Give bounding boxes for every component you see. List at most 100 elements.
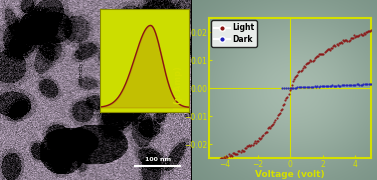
Point xyxy=(355,83,361,86)
Point xyxy=(316,85,322,88)
Point xyxy=(232,153,238,156)
Point xyxy=(335,43,341,46)
Point xyxy=(365,83,371,86)
Point xyxy=(290,86,296,89)
Point xyxy=(293,86,299,89)
Point xyxy=(244,145,250,148)
Point xyxy=(243,146,249,149)
Point xyxy=(303,63,309,66)
Point xyxy=(283,87,289,90)
Point xyxy=(334,43,340,46)
Point xyxy=(368,82,374,85)
Point xyxy=(346,39,352,42)
Point xyxy=(309,85,315,88)
Point xyxy=(302,65,308,68)
Point xyxy=(363,30,369,33)
Point xyxy=(281,87,287,90)
Point xyxy=(254,140,260,143)
Point xyxy=(252,140,258,143)
Point xyxy=(284,96,290,99)
Point xyxy=(294,86,300,89)
Point xyxy=(324,85,330,88)
Point xyxy=(292,76,298,79)
Point xyxy=(248,144,254,147)
Point xyxy=(358,84,364,86)
Point xyxy=(300,86,306,89)
Point xyxy=(274,116,280,119)
Point xyxy=(313,56,319,59)
Point xyxy=(222,156,228,159)
Point xyxy=(287,87,293,89)
Point xyxy=(241,150,247,153)
Point xyxy=(206,159,212,162)
Point xyxy=(336,84,342,87)
Point xyxy=(266,126,272,129)
Point xyxy=(361,32,367,35)
Point xyxy=(258,136,264,139)
Point xyxy=(293,75,299,78)
Point xyxy=(210,160,216,163)
Point xyxy=(320,53,326,56)
Point xyxy=(307,86,313,89)
Point xyxy=(304,62,310,64)
Point xyxy=(326,84,333,87)
Point xyxy=(269,123,275,126)
Point xyxy=(303,86,310,88)
Point xyxy=(316,53,322,56)
Point xyxy=(308,85,314,88)
Point xyxy=(251,141,257,144)
Point xyxy=(234,153,240,156)
Point xyxy=(329,47,335,50)
Point xyxy=(281,102,287,105)
Point xyxy=(327,48,333,51)
Point xyxy=(250,143,256,146)
Point xyxy=(261,133,267,136)
Point xyxy=(257,138,263,140)
Point xyxy=(340,39,346,42)
Point xyxy=(312,57,318,60)
Point xyxy=(228,154,234,156)
Point xyxy=(301,64,307,67)
Point xyxy=(351,34,357,37)
Point xyxy=(344,84,350,87)
Point xyxy=(366,82,372,85)
Point xyxy=(239,148,245,151)
Point xyxy=(288,86,294,89)
Point xyxy=(230,152,236,155)
Point xyxy=(247,144,253,147)
Point xyxy=(362,32,368,35)
Point xyxy=(212,160,218,163)
Point xyxy=(224,155,230,158)
Point xyxy=(271,120,277,123)
Point xyxy=(280,103,286,106)
Point xyxy=(220,158,226,161)
Point xyxy=(317,52,323,55)
Point xyxy=(223,154,229,157)
Point xyxy=(333,84,339,87)
Point xyxy=(299,68,305,71)
Point xyxy=(329,84,335,87)
Point xyxy=(297,86,303,89)
Point xyxy=(284,96,290,99)
Point xyxy=(246,144,252,147)
Point xyxy=(335,84,341,87)
Point xyxy=(321,85,327,88)
Point xyxy=(354,83,360,86)
Point xyxy=(318,52,324,55)
Point xyxy=(270,123,276,126)
Point xyxy=(345,84,351,86)
Point xyxy=(264,131,270,134)
Point xyxy=(273,119,279,122)
Point xyxy=(359,83,365,86)
Point xyxy=(342,83,348,86)
Point xyxy=(325,48,331,51)
Point xyxy=(350,37,356,39)
Point xyxy=(289,87,295,89)
Point xyxy=(360,83,366,86)
Point xyxy=(242,146,248,149)
Point xyxy=(345,40,351,43)
Point xyxy=(307,59,313,62)
Point xyxy=(295,71,301,74)
Point xyxy=(290,79,296,82)
Point xyxy=(359,33,365,36)
